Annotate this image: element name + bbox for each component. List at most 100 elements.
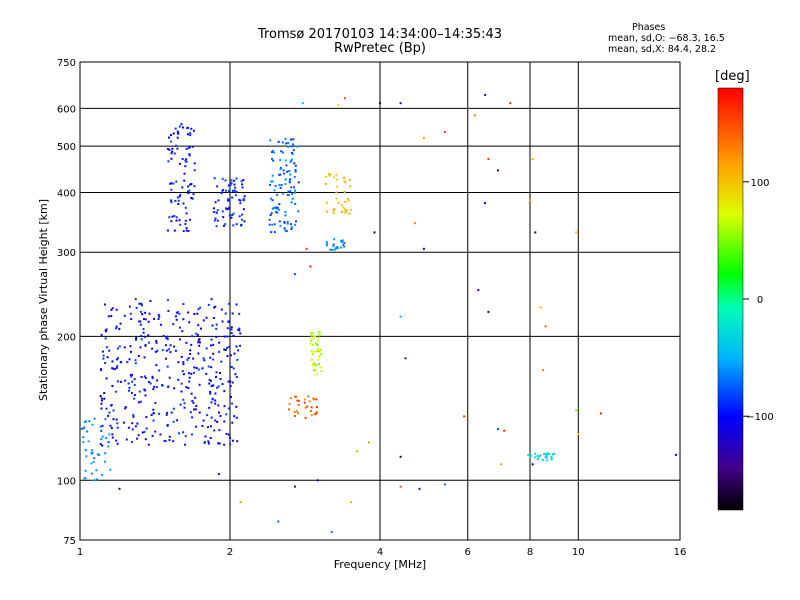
data-point xyxy=(135,338,137,341)
data-point xyxy=(399,455,402,458)
data-point xyxy=(211,398,214,401)
data-point xyxy=(187,311,190,314)
data-point xyxy=(171,150,174,153)
data-point xyxy=(215,375,217,378)
data-point xyxy=(310,339,313,342)
data-point xyxy=(232,224,235,227)
data-point xyxy=(288,408,290,411)
data-point xyxy=(188,372,190,375)
data-point xyxy=(320,353,323,355)
data-point xyxy=(114,390,117,393)
data-point xyxy=(220,192,223,195)
data-point xyxy=(214,201,217,204)
data-point xyxy=(124,407,127,410)
data-point xyxy=(134,298,137,301)
data-point xyxy=(241,183,244,186)
colorbar xyxy=(717,87,744,511)
data-point xyxy=(128,358,131,361)
data-point xyxy=(137,401,140,404)
data-point xyxy=(539,454,542,457)
data-point xyxy=(231,381,234,384)
data-point xyxy=(289,138,292,141)
data-point xyxy=(93,479,96,482)
data-point xyxy=(271,180,274,183)
data-point xyxy=(92,461,95,464)
data-point xyxy=(184,165,187,168)
data-point xyxy=(233,415,236,418)
data-point xyxy=(329,173,332,176)
y-axis-label: Stationary phase Virtual Height [km] xyxy=(37,199,50,401)
data-point xyxy=(210,385,213,387)
data-point xyxy=(191,416,194,419)
data-point xyxy=(197,341,200,344)
data-point xyxy=(304,416,307,419)
x-tick-label: 4 xyxy=(377,547,383,558)
data-point xyxy=(318,363,321,366)
data-point xyxy=(169,182,172,185)
data-point xyxy=(188,321,191,324)
data-point xyxy=(173,229,176,232)
data-point xyxy=(190,343,193,346)
data-point xyxy=(168,216,171,219)
data-point xyxy=(104,337,107,340)
data-point xyxy=(214,402,217,405)
data-point xyxy=(330,530,333,533)
data-point xyxy=(184,223,187,225)
data-point xyxy=(531,158,534,160)
data-point xyxy=(111,307,114,310)
data-point xyxy=(239,332,242,335)
data-point xyxy=(332,243,335,246)
data-point xyxy=(188,153,191,156)
data-point xyxy=(230,365,233,368)
data-point xyxy=(207,442,210,445)
data-point xyxy=(158,369,161,372)
data-point xyxy=(312,363,315,366)
data-point xyxy=(293,186,295,189)
data-point xyxy=(284,229,287,232)
data-point xyxy=(284,214,287,217)
data-point xyxy=(500,463,503,466)
data-point xyxy=(168,439,171,442)
data-point xyxy=(100,407,103,410)
data-point xyxy=(168,148,171,151)
data-point xyxy=(197,368,200,371)
data-point xyxy=(190,127,193,130)
data-point xyxy=(165,357,167,360)
data-point xyxy=(297,403,300,406)
data-point xyxy=(534,231,537,234)
data-point xyxy=(312,397,315,400)
data-point xyxy=(102,354,105,357)
data-point xyxy=(310,414,313,417)
data-point xyxy=(349,208,352,211)
data-point xyxy=(143,430,146,433)
data-point xyxy=(214,305,217,308)
data-point xyxy=(188,189,191,192)
data-point xyxy=(228,346,231,348)
data-point xyxy=(108,411,111,414)
y-tick-label: 100 xyxy=(57,476,76,487)
data-point xyxy=(290,158,293,161)
data-point xyxy=(84,477,87,480)
data-point xyxy=(227,407,230,410)
data-point xyxy=(130,375,133,378)
data-point xyxy=(101,435,104,438)
data-point xyxy=(205,316,208,319)
data-point xyxy=(240,180,243,183)
data-point xyxy=(110,308,113,311)
data-point xyxy=(125,438,128,441)
data-point xyxy=(271,223,274,226)
data-point xyxy=(99,443,102,446)
data-point xyxy=(326,241,328,244)
data-point xyxy=(224,349,227,351)
data-point xyxy=(238,327,241,330)
data-point xyxy=(221,210,224,213)
data-point xyxy=(176,130,179,133)
colorbar-ticks: 100 0 −100 xyxy=(743,178,774,423)
data-point xyxy=(290,226,293,229)
data-point xyxy=(213,207,215,210)
data-point xyxy=(335,247,337,250)
data-point xyxy=(105,328,108,331)
data-point xyxy=(314,342,317,345)
data-point xyxy=(288,402,291,405)
phases-heading: Phases xyxy=(632,22,666,33)
